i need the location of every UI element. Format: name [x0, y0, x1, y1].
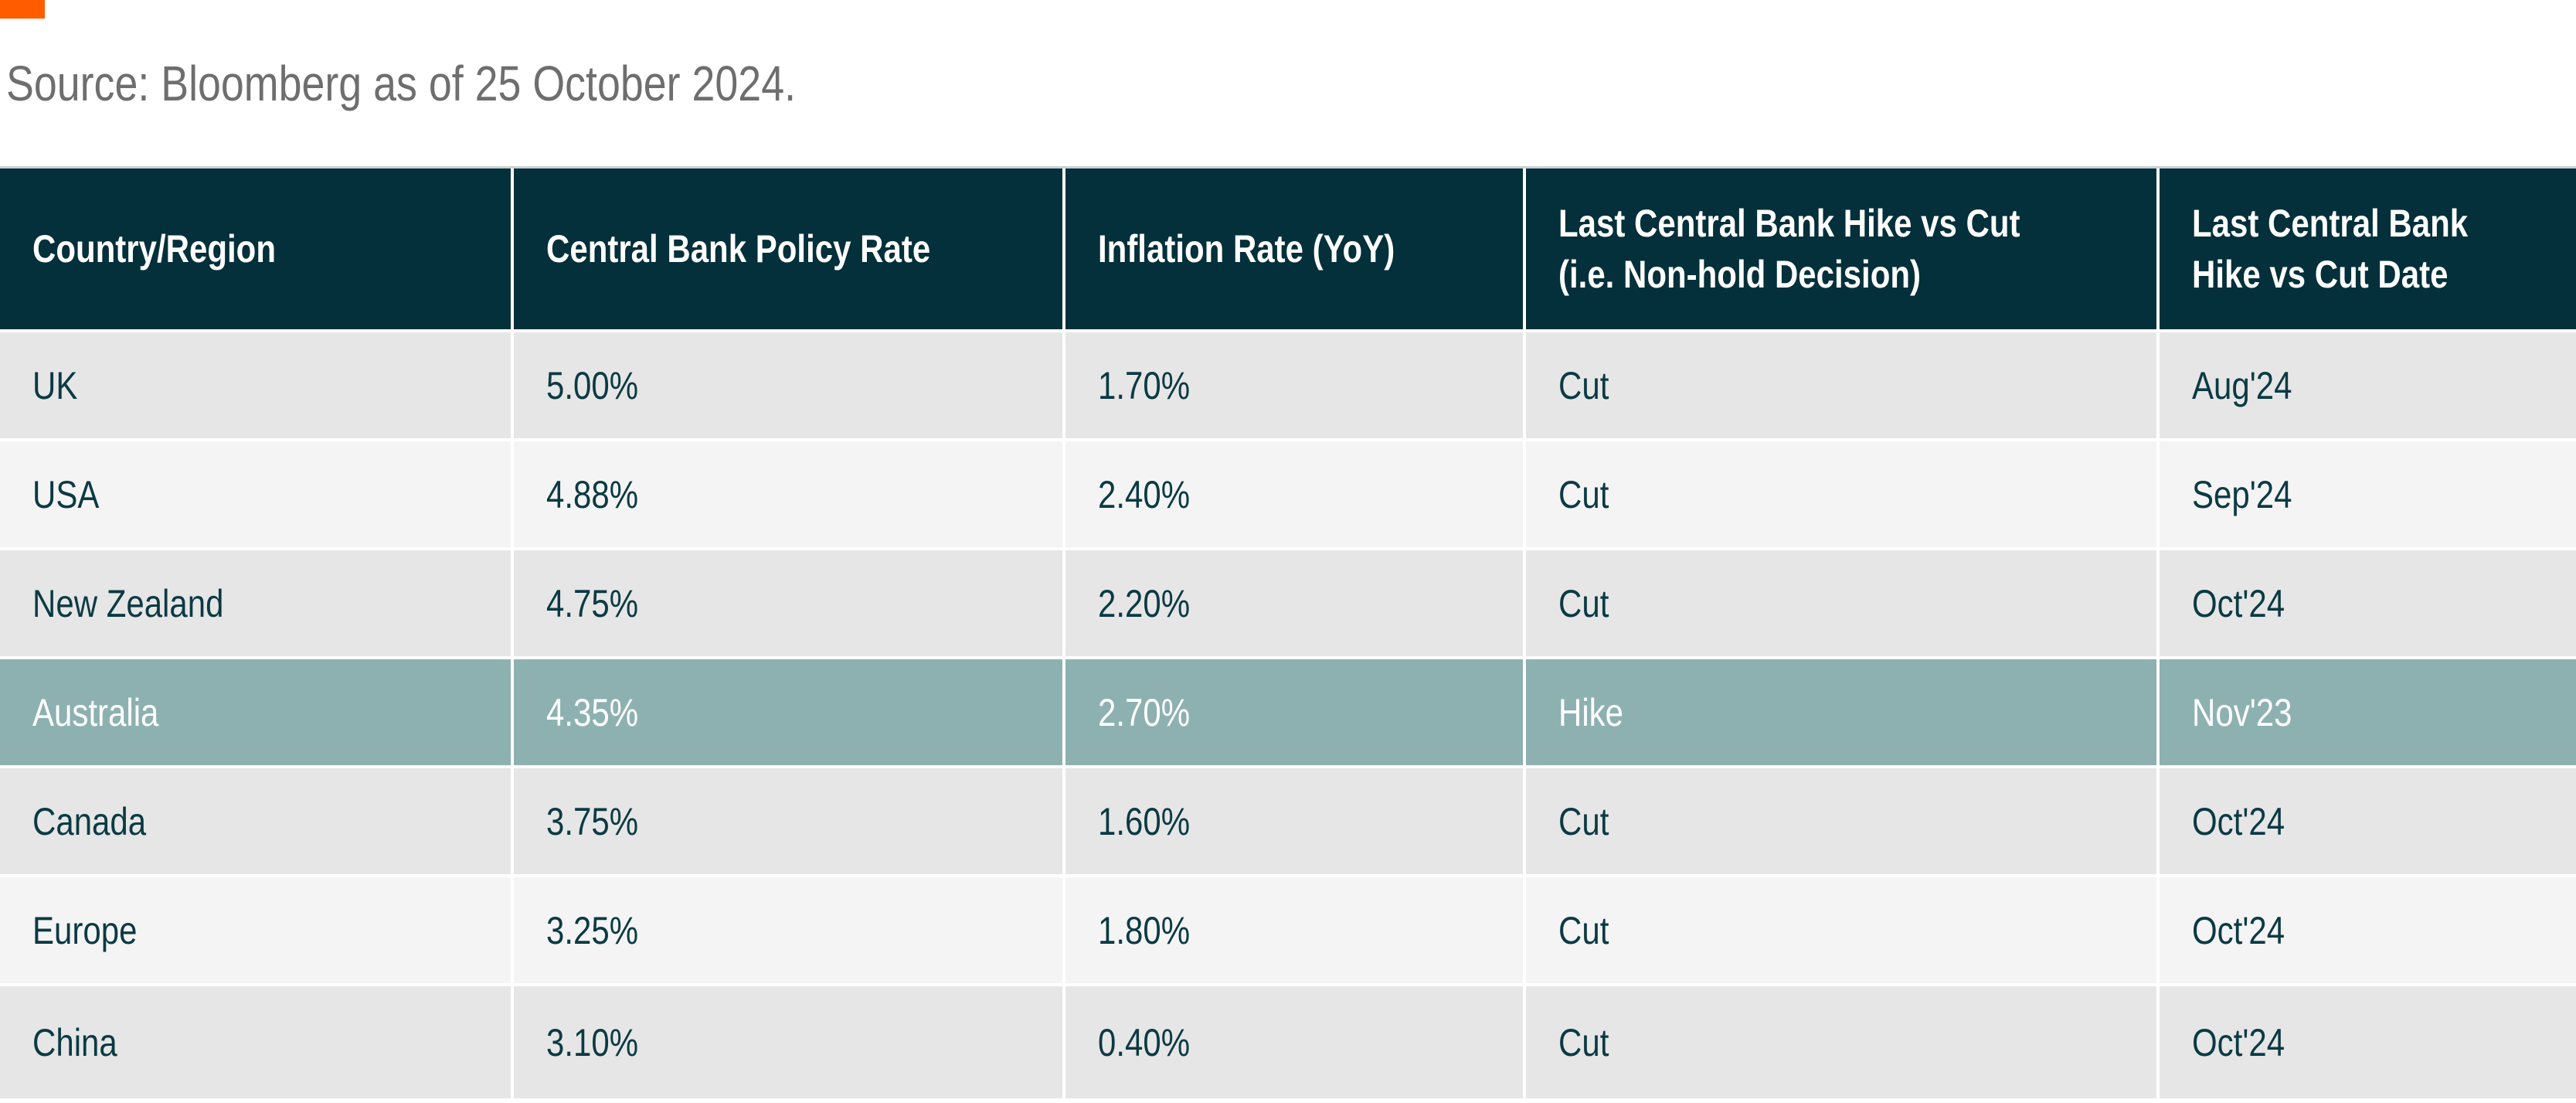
- table-row: Europe 3.25% 1.80% Cut Oct'24: [0, 877, 2576, 983]
- country-cell: USA: [0, 441, 515, 547]
- policy-rate-value: 5.00%: [546, 363, 639, 407]
- policy-rate-cell: 4.75%: [514, 550, 1066, 656]
- country-cell: Australia: [0, 659, 515, 765]
- last-decision-date-cell: Oct'24: [2159, 550, 2576, 656]
- inflation-value: 2.40%: [1098, 472, 1191, 516]
- inflation-cell: 1.70%: [1065, 332, 1527, 438]
- table-row: UK 5.00% 1.70% Cut Aug'24: [0, 332, 2576, 438]
- country-value: USA: [32, 472, 100, 516]
- last-decision-cell: Cut: [1526, 877, 2160, 983]
- last-decision-date-value: Aug'24: [2191, 363, 2292, 407]
- policy-rate-value: 4.88%: [546, 472, 639, 516]
- header-label: Last Central Bank Hike vs Cut (i.e. Non-…: [1558, 202, 2020, 296]
- last-decision-date-cell: Oct'24: [2159, 986, 2576, 1098]
- inflation-value: 0.40%: [1098, 1020, 1191, 1064]
- last-decision-cell: Cut: [1526, 550, 2160, 656]
- country-cell: UK: [0, 332, 515, 438]
- inflation-value: 2.70%: [1098, 690, 1191, 734]
- header-cell-last-decision-date: Last Central Bank Hike vs Cut Date: [2159, 169, 2576, 329]
- header-label: Central Bank Policy Rate: [546, 227, 931, 271]
- last-decision-cell: Cut: [1526, 768, 2160, 874]
- last-decision-value: Cut: [1558, 581, 1609, 625]
- inflation-cell: 2.70%: [1065, 659, 1527, 765]
- last-decision-date-value: Oct'24: [2191, 1020, 2285, 1064]
- policy-rate-cell: 3.75%: [514, 768, 1066, 874]
- inflation-cell: 1.80%: [1065, 877, 1527, 983]
- last-decision-value: Hike: [1558, 690, 1624, 734]
- table-row-highlighted: Australia 4.35% 2.70% Hike Nov'23: [0, 659, 2576, 765]
- table-row: China 3.10% 0.40% Cut Oct'24: [0, 986, 2576, 1098]
- last-decision-value: Cut: [1558, 799, 1609, 843]
- header-cell-policy-rate: Central Bank Policy Rate: [514, 169, 1066, 329]
- policy-rate-value: 4.35%: [546, 690, 639, 734]
- policy-rate-value: 3.25%: [546, 908, 639, 952]
- last-decision-value: Cut: [1558, 1020, 1609, 1064]
- header-label: Last Central Bank Hike vs Cut Date: [2191, 202, 2468, 296]
- last-decision-date-cell: Nov'23: [2159, 659, 2576, 765]
- table-row: New Zealand 4.75% 2.20% Cut Oct'24: [0, 550, 2576, 656]
- country-value: China: [32, 1020, 117, 1064]
- last-decision-date-value: Oct'24: [2191, 908, 2285, 952]
- header-label: Inflation Rate (YoY): [1098, 227, 1395, 271]
- policy-rate-cell: 3.10%: [514, 986, 1066, 1098]
- last-decision-date-value: Nov'23: [2191, 690, 2292, 734]
- inflation-value: 2.20%: [1098, 581, 1191, 625]
- source-note-text: Source: Bloomberg as of 25 October 2024.: [6, 56, 797, 111]
- policy-rate-cell: 4.35%: [514, 659, 1066, 765]
- policy-rate-value: 3.75%: [546, 799, 639, 843]
- last-decision-cell: Cut: [1526, 441, 2160, 547]
- inflation-cell: 1.60%: [1065, 768, 1527, 874]
- inflation-cell: 2.40%: [1065, 441, 1527, 547]
- table-row: USA 4.88% 2.40% Cut Sep'24: [0, 441, 2576, 547]
- header-cell-inflation: Inflation Rate (YoY): [1065, 169, 1527, 329]
- country-value: Europe: [32, 908, 138, 952]
- policy-rate-value: 3.10%: [546, 1020, 639, 1064]
- source-note: Source: Bloomberg as of 25 October 2024.: [6, 54, 946, 113]
- country-cell: Europe: [0, 877, 515, 983]
- last-decision-cell: Cut: [1526, 986, 2160, 1098]
- country-cell: New Zealand: [0, 550, 515, 656]
- table-header-row: Country/Region Central Bank Policy Rate …: [0, 166, 2576, 329]
- last-decision-date-value: Oct'24: [2191, 799, 2285, 843]
- country-value: New Zealand: [32, 581, 224, 625]
- policy-rate-value: 4.75%: [546, 581, 639, 625]
- country-value: Canada: [32, 799, 147, 843]
- inflation-cell: 0.40%: [1065, 986, 1527, 1098]
- last-decision-cell: Hike: [1526, 659, 2160, 765]
- country-value: UK: [32, 363, 78, 407]
- header-cell-last-decision: Last Central Bank Hike vs Cut (i.e. Non-…: [1526, 169, 2160, 329]
- last-decision-date-cell: Oct'24: [2159, 768, 2576, 874]
- last-decision-date-value: Sep'24: [2191, 472, 2292, 516]
- last-decision-date-value: Oct'24: [2191, 581, 2285, 625]
- country-cell: Canada: [0, 768, 515, 874]
- inflation-value: 1.60%: [1098, 799, 1191, 843]
- table-row: Canada 3.75% 1.60% Cut Oct'24: [0, 768, 2576, 874]
- header-cell-country: Country/Region: [0, 169, 515, 329]
- policy-rate-cell: 5.00%: [514, 332, 1066, 438]
- last-decision-date-cell: Sep'24: [2159, 441, 2576, 547]
- inflation-value: 1.70%: [1098, 363, 1191, 407]
- last-decision-value: Cut: [1558, 472, 1609, 516]
- central-bank-rate-table: Country/Region Central Bank Policy Rate …: [0, 166, 2576, 1098]
- accent-square: [0, 0, 45, 19]
- inflation-value: 1.80%: [1098, 908, 1191, 952]
- last-decision-value: Cut: [1558, 363, 1609, 407]
- country-cell: China: [0, 986, 515, 1098]
- inflation-cell: 2.20%: [1065, 550, 1527, 656]
- header-label: Country/Region: [32, 227, 276, 271]
- last-decision-value: Cut: [1558, 908, 1609, 952]
- country-value: Australia: [32, 690, 159, 734]
- policy-rate-cell: 3.25%: [514, 877, 1066, 983]
- last-decision-cell: Cut: [1526, 332, 2160, 438]
- last-decision-date-cell: Oct'24: [2159, 877, 2576, 983]
- policy-rate-cell: 4.88%: [514, 441, 1066, 547]
- last-decision-date-cell: Aug'24: [2159, 332, 2576, 438]
